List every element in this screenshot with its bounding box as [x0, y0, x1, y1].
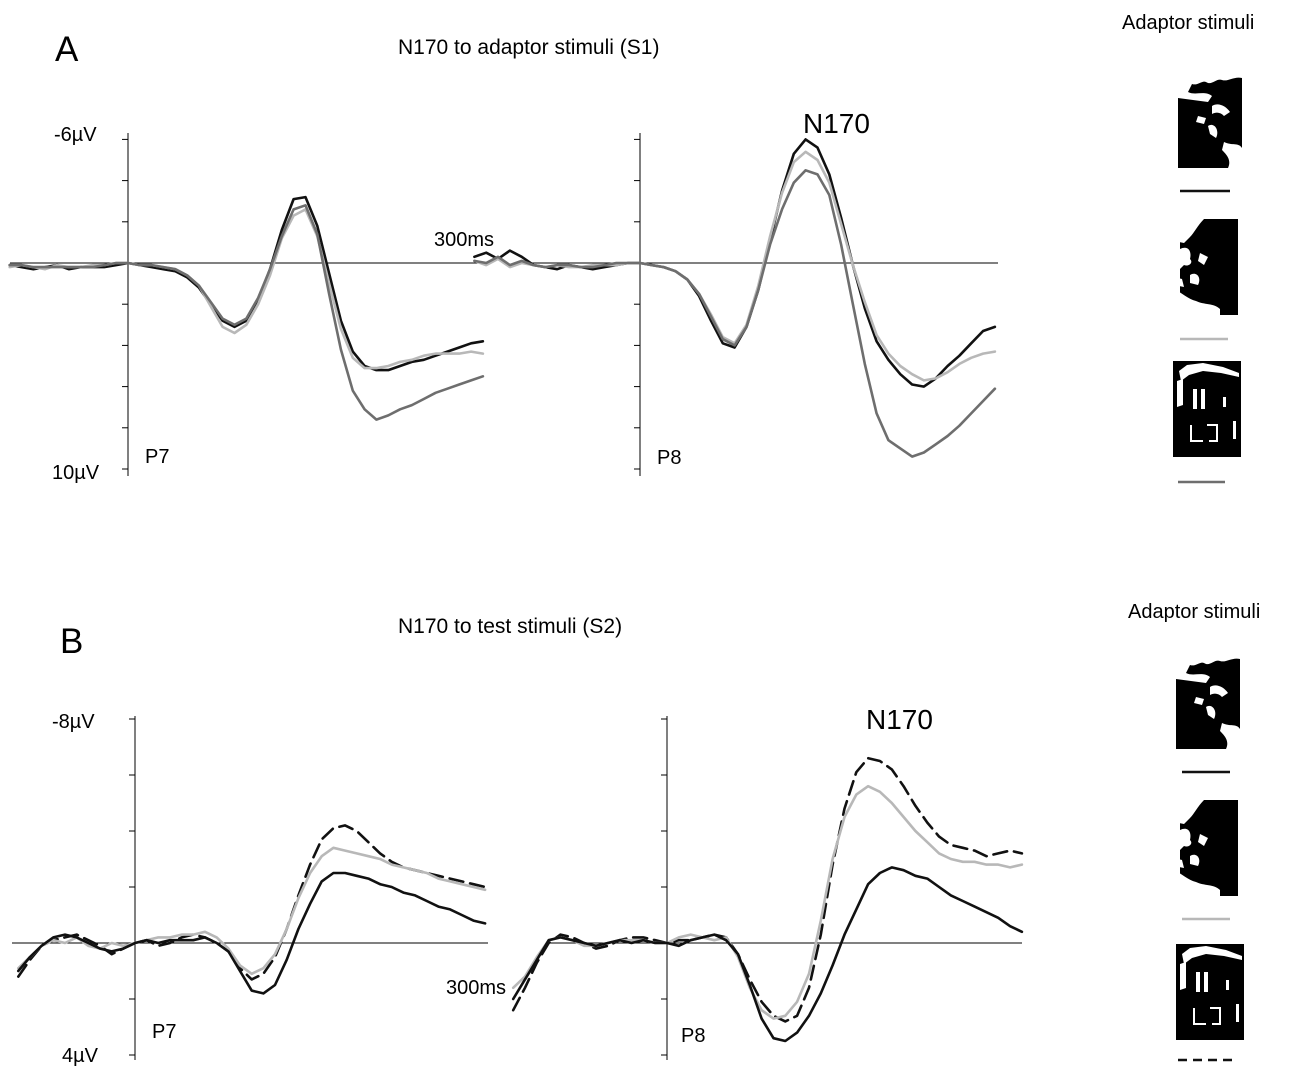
panel-b-p8-trace-3	[511, 866, 1024, 1043]
panel-a-title: N170 to adaptor stimuli (S1)	[398, 36, 660, 59]
stimuli-layer	[1173, 72, 1244, 1062]
traces-layer	[8, 138, 1024, 1043]
panel-b-label: B	[60, 622, 84, 661]
panel-a-y-bottom-label: 10µV	[52, 462, 100, 484]
panel-b-time-label: 300ms	[446, 977, 507, 999]
panel-a-p7-trace-1	[8, 195, 485, 372]
panel-a-p7-trace-2	[8, 208, 485, 370]
panel-a-label: A	[55, 30, 79, 69]
panel-a-p7-trace-3	[8, 204, 485, 421]
panel-a-p8-trace-1	[473, 138, 997, 388]
panel-b-p7-trace-1	[17, 824, 487, 981]
panel-b-n170-label: N170	[866, 704, 933, 735]
panel-a-p7-label: P7	[145, 446, 170, 468]
panel-b-p7-label: P7	[152, 1021, 177, 1043]
panel-a-p8-trace-3	[473, 169, 997, 458]
panel-a-house-stimulus	[1173, 361, 1241, 457]
panel-b-face-stimulus-2	[1174, 800, 1238, 896]
panel-a-face-stimulus-1	[1178, 72, 1242, 168]
panel-a-n170-label: N170	[803, 108, 870, 139]
panel-b-face-stimulus-1	[1176, 653, 1240, 749]
panel-b-p8-trace-2	[511, 784, 1024, 1020]
axes-layer	[10, 133, 1022, 1060]
panel-b-p8-trace-1	[511, 756, 1024, 1023]
panel-a-time-label: 300ms	[434, 229, 495, 251]
panel-a-p8-label: P8	[657, 447, 682, 469]
panel-b-adaptor-heading: Adaptor stimuli	[1128, 601, 1261, 623]
panel-b-p7-trace-3	[17, 871, 487, 995]
panel-b-house-stimulus	[1176, 944, 1244, 1040]
panel-a-face-stimulus-2	[1174, 219, 1238, 315]
panel-b-y-bottom-label: 4µV	[62, 1045, 98, 1067]
panel-b-title: N170 to test stimuli (S2)	[398, 615, 623, 638]
panel-b-p7-trace-2	[17, 846, 487, 976]
panel-b-y-top-label: -8µV	[52, 711, 95, 733]
panel-a-adaptor-heading: Adaptor stimuli	[1122, 12, 1255, 34]
panel-a-y-top-label: -6µV	[54, 124, 97, 146]
panel-b-p8-label: P8	[681, 1025, 706, 1047]
